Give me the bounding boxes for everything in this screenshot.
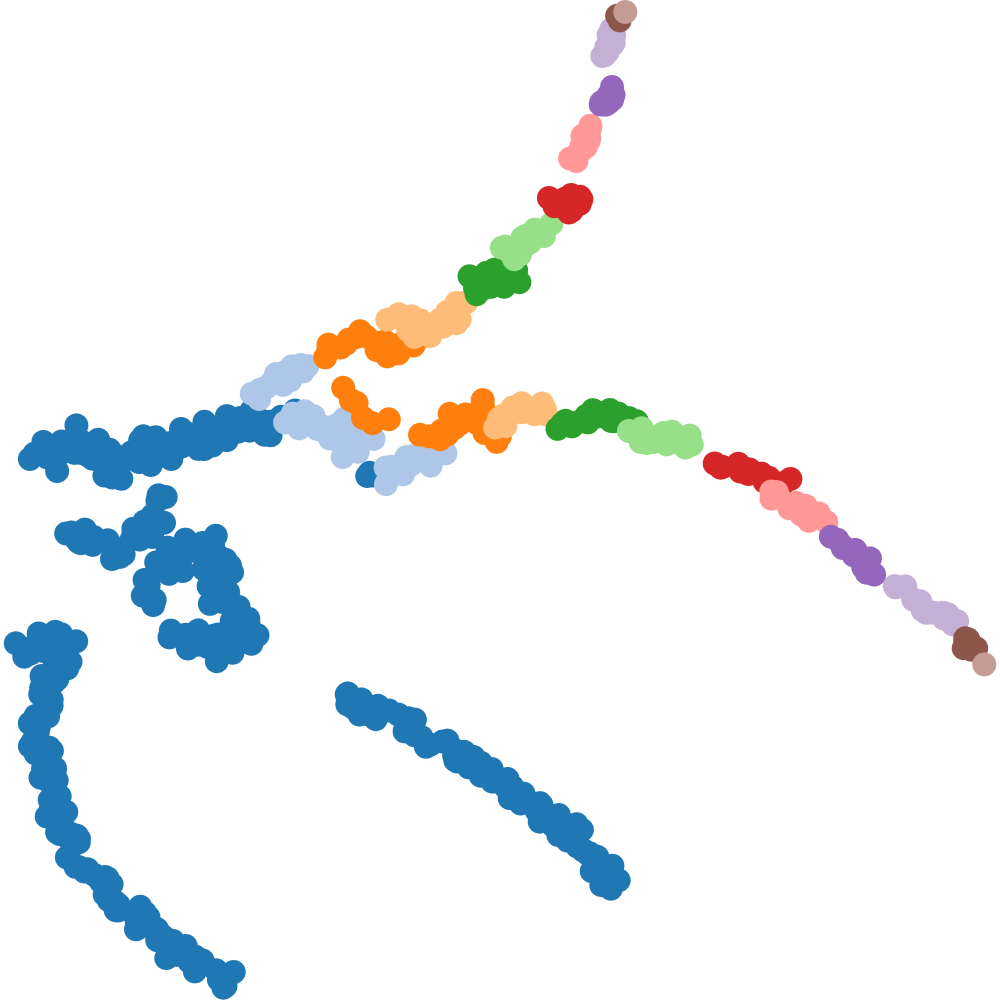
scatter-point [598, 876, 623, 901]
scatter-point [80, 532, 105, 557]
scatter-point [23, 741, 48, 766]
scatter-point [132, 567, 157, 592]
scatter-point [972, 652, 997, 677]
scatter-point [103, 898, 128, 923]
scatter-point [355, 464, 380, 488]
scatter-point [376, 407, 401, 432]
scatter-point [158, 618, 183, 643]
scatter-point [43, 799, 68, 823]
scatter-point [211, 975, 236, 1000]
scatter-points [3, 0, 997, 1000]
scatter-point [159, 447, 184, 471]
scatter-point [194, 413, 219, 438]
scatter-point [599, 81, 624, 106]
scatter-point [578, 115, 603, 140]
scatter-point [330, 445, 355, 469]
scatter-point [569, 187, 594, 212]
scatter-point [145, 488, 170, 513]
scatter-point [295, 354, 320, 378]
scatter-point [42, 778, 67, 803]
scatter-point [862, 562, 887, 587]
scatter-point [64, 413, 89, 438]
scatter-point [676, 424, 701, 449]
scatter-point [399, 452, 424, 477]
scatter-point [613, 0, 638, 24]
